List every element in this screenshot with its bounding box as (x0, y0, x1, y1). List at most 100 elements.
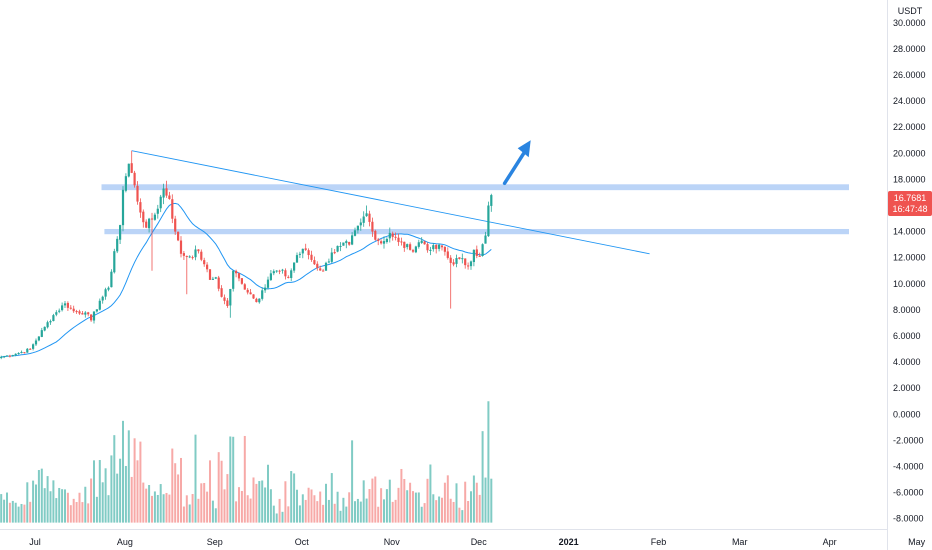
price-tick-label: 20.0000 (893, 148, 926, 158)
volume-bar (72, 498, 75, 523)
price-axis[interactable]: 30.0000 28.0000 26.0000 24.0000 22.0000 20.00… (893, 18, 926, 524)
volume-bar (23, 504, 26, 523)
volume-bar (182, 506, 185, 523)
candle-body (110, 271, 113, 288)
volume-bar (168, 494, 171, 523)
candle-body (84, 312, 87, 315)
candle-body (87, 312, 90, 315)
volume-bar (35, 484, 37, 523)
price-zones (101, 184, 849, 235)
volume-bar (394, 499, 397, 523)
candle-body (388, 232, 391, 239)
volume-bar (443, 482, 446, 523)
candle-body (417, 242, 420, 247)
volume-bar (90, 478, 93, 523)
candles (0, 150, 493, 360)
time-tick-label: Mar (732, 537, 748, 547)
volume-bar (345, 506, 348, 523)
trendlines (131, 150, 650, 255)
volume-bar (58, 487, 61, 523)
candle-body (324, 262, 328, 271)
candle-body (490, 195, 493, 206)
volume-bar (322, 504, 325, 523)
candle-body (403, 241, 406, 248)
time-axis[interactable]: Jul Aug Sep Oct Nov Dec 2021 Feb Mar Apr May (29, 537, 925, 547)
volume-bar (11, 500, 14, 523)
candle-body (284, 270, 287, 277)
volume-bar (20, 503, 23, 523)
volume-bar (223, 489, 226, 523)
volume-bar (478, 494, 481, 523)
volume-bar (406, 490, 409, 523)
candle-body (159, 196, 162, 209)
candle-body (34, 340, 38, 345)
candle-body (385, 238, 388, 242)
candle-body (438, 244, 441, 249)
candle-body (150, 218, 154, 220)
candle-body (133, 172, 136, 186)
volume-bar (217, 452, 220, 523)
price-tick-label: 10.0000 (893, 279, 926, 289)
candle-body (481, 244, 484, 256)
price-tick-label: 28.0000 (893, 44, 926, 54)
candle-body (435, 244, 438, 249)
candle-body (397, 237, 400, 243)
volume-bar (348, 492, 351, 523)
candle-body (356, 225, 359, 231)
candle-body (3, 356, 6, 358)
volume-bar (151, 495, 153, 523)
price-tick-label: 6.0000 (893, 331, 921, 341)
volume-bar (449, 498, 452, 523)
candle-body (319, 268, 322, 271)
last-price-value: 16.7681 (894, 193, 927, 203)
volume-bar (238, 487, 240, 523)
candle-body (116, 238, 119, 252)
resistance-zone (101, 184, 849, 191)
volume-bar (64, 489, 66, 523)
volume-bar (467, 500, 470, 523)
volume-bar (310, 489, 313, 523)
volume-bar (246, 495, 249, 523)
volume-bar (342, 497, 345, 523)
volume-bar (325, 483, 327, 523)
volume-bar (229, 436, 232, 523)
candle-body (240, 278, 243, 284)
volume-bar (296, 489, 298, 523)
volume-bar (307, 487, 310, 523)
volume-bar (269, 489, 272, 523)
volume-bar (78, 492, 81, 523)
volume-bar (119, 458, 122, 523)
candle-body (37, 336, 40, 341)
volume-bar (66, 492, 69, 523)
candle-body (211, 278, 214, 280)
volume-bar (87, 503, 90, 523)
candle-body (255, 298, 258, 303)
volume-bar (304, 499, 307, 523)
volume-bar (3, 499, 6, 523)
candle-body (316, 263, 319, 269)
time-tick-label: Feb (651, 537, 667, 547)
volume-bar (426, 478, 429, 523)
candle-body (46, 322, 49, 328)
price-tick-label: -2.0000 (893, 435, 924, 445)
candle-body (90, 314, 93, 321)
candle-body (194, 249, 197, 258)
candle-body (142, 211, 145, 223)
volume-bar (17, 506, 20, 523)
candle-body (226, 300, 229, 306)
time-tick-label: May (908, 537, 926, 547)
candle-body (336, 245, 339, 252)
price-tick-label: 26.0000 (893, 70, 926, 80)
candle-body (243, 284, 246, 290)
candle-body (23, 352, 26, 354)
volume-bar (124, 465, 127, 523)
candle-body (484, 235, 487, 244)
candle-body (423, 241, 426, 245)
volume-bar (319, 491, 322, 523)
candle-body (217, 277, 220, 289)
volume-bar (461, 510, 464, 523)
candle-body (467, 265, 470, 267)
volume-bar (327, 499, 330, 523)
candle-body (220, 288, 223, 297)
